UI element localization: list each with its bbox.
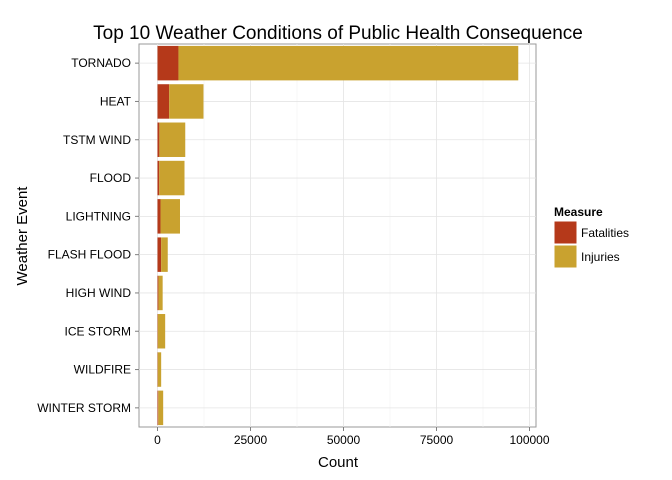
bar-ice-storm-fatalities: [157, 314, 158, 349]
x-tick-label: 25000: [234, 433, 268, 447]
bar-winter-storm-fatalities: [157, 390, 159, 426]
legend-label-injuries: Injuries: [581, 250, 620, 264]
legend-key-injuries: [553, 244, 578, 269]
bar-ice-storm-injuries: [157, 314, 166, 349]
legend-key-fatalities: [553, 220, 578, 245]
legend-title: Measure: [554, 205, 603, 219]
x-axis-ticks: 0 25000 50000 75000 100000: [154, 427, 550, 447]
bar-tstm-wind-fatalities: [157, 122, 160, 157]
bar-heat-fatalities: [157, 84, 170, 119]
chart-title: Top 10 Weather Conditions of Public Heal…: [93, 23, 583, 44]
y-tick-label: ICE STORM: [65, 324, 131, 338]
bar-tornado-fatalities: [157, 45, 179, 81]
bar-wildfire-injuries: [157, 352, 162, 387]
y-axis-title: Weather Event: [14, 186, 31, 286]
x-axis-title: Count: [318, 454, 359, 471]
bar-lightning-fatalities: [157, 199, 161, 234]
y-tick-label: FLASH FLOOD: [48, 248, 132, 262]
bar-flash-flood-injuries: [161, 237, 168, 272]
bar-wildfire-fatalities: [157, 352, 158, 387]
y-tick-label: FLOOD: [90, 171, 132, 185]
y-tick-label: HEAT: [100, 94, 132, 108]
x-tick-label: 100000: [509, 433, 549, 447]
y-axis-ticks: TORNADO HEAT TSTM WIND FLOOD LIGHTNING FLASH …: [37, 56, 139, 415]
bar-high-wind-fatalities: [157, 275, 159, 311]
x-tick-label: 75000: [420, 433, 454, 447]
x-tick-label: 50000: [327, 433, 361, 447]
y-tick-label: WINTER STORM: [37, 401, 131, 415]
plot-panel: [138, 43, 537, 428]
y-tick-label: WILDFIRE: [74, 363, 131, 377]
y-tick-label: HIGH WIND: [66, 286, 132, 300]
x-tick-label: 0: [154, 433, 161, 447]
y-tick-label: LIGHTNING: [66, 209, 131, 223]
bar-flood-fatalities: [157, 160, 160, 196]
bar-flood-injuries: [159, 160, 185, 196]
y-tick-label: TORNADO: [71, 56, 131, 70]
bar-tornado-injuries: [178, 45, 519, 81]
bar-heat-injuries: [169, 84, 204, 119]
bar-high-wind-injuries: [158, 275, 163, 311]
bar-lightning-injuries: [160, 199, 180, 234]
legend: Measure Fatalities Injuries: [553, 205, 629, 269]
y-tick-label: TSTM WIND: [63, 133, 131, 147]
bars: [157, 45, 519, 426]
bar-winter-storm-injuries: [158, 390, 164, 426]
bar-tstm-wind-injuries: [159, 122, 186, 157]
bar-flash-flood-fatalities: [157, 237, 162, 272]
legend-label-fatalities: Fatalities: [581, 226, 629, 240]
